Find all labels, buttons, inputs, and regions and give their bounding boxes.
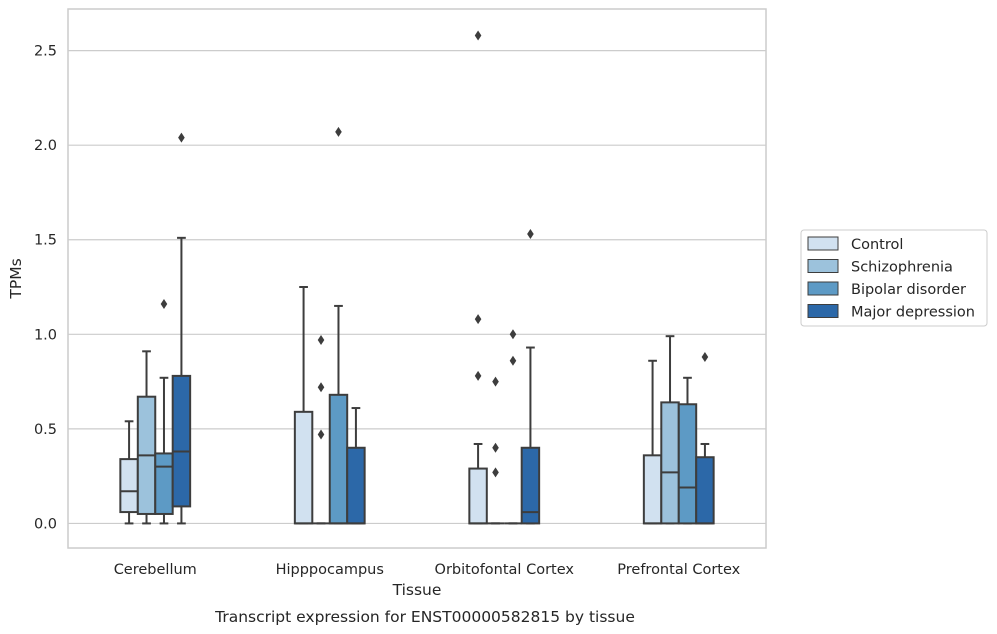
y-axis-title: TPMs bbox=[7, 258, 25, 299]
box-major-depression bbox=[520, 229, 541, 525]
outlier-point bbox=[527, 229, 534, 240]
legend-swatch bbox=[807, 281, 839, 296]
legend-label: Control bbox=[851, 237, 903, 253]
box-series bbox=[119, 30, 715, 525]
box-body bbox=[293, 410, 314, 525]
box-body bbox=[328, 393, 349, 525]
outlier-point bbox=[335, 126, 342, 137]
box-body bbox=[677, 403, 698, 525]
outlier-point bbox=[317, 382, 325, 393]
outlier-point bbox=[509, 329, 517, 340]
box-control bbox=[119, 420, 139, 525]
box-body bbox=[468, 467, 488, 525]
box-body bbox=[660, 401, 680, 525]
y-tick-label: 1.5 bbox=[34, 233, 57, 249]
box-major-depression bbox=[695, 351, 715, 525]
box-schizophrenia bbox=[486, 376, 505, 525]
y-tick-labels: 0.0 0.5 1.0 1.5 2.0 2.5 bbox=[34, 44, 57, 533]
box-control bbox=[468, 30, 488, 525]
outlier-point bbox=[178, 132, 185, 143]
legend-swatch bbox=[807, 304, 839, 318]
outlier-point bbox=[492, 442, 499, 453]
outlier-point bbox=[474, 314, 482, 325]
box-bipolar-disorder bbox=[504, 329, 522, 525]
box-bipolar-disorder bbox=[328, 126, 349, 525]
legend-label: Bipolar disorder bbox=[851, 282, 966, 298]
outlier-point bbox=[492, 467, 499, 478]
x-axis-title: Tissue bbox=[392, 581, 442, 599]
box-major-depression bbox=[171, 132, 192, 525]
legend-swatch bbox=[807, 236, 839, 251]
box-body bbox=[695, 456, 715, 525]
y-tick-label: 0.5 bbox=[34, 422, 57, 438]
legend-label: Schizophrenia bbox=[851, 260, 953, 276]
plot-frame bbox=[67, 8, 767, 549]
outlier-point bbox=[474, 30, 482, 41]
outlier-point bbox=[509, 355, 517, 366]
x-tick-label: Prefrontal Cortex bbox=[617, 562, 740, 578]
box-body bbox=[171, 374, 192, 508]
outlier-point bbox=[492, 376, 499, 387]
outlier-point bbox=[701, 351, 709, 362]
box-bipolar-disorder bbox=[154, 299, 174, 525]
x-tick-label: Cerebellum bbox=[114, 562, 197, 578]
box-schizophrenia bbox=[136, 350, 157, 525]
outlier-point bbox=[474, 370, 482, 381]
box-bipolar-disorder bbox=[677, 376, 698, 525]
legend: Control Schizophrenia Bipolar disorder Majo… bbox=[800, 229, 988, 327]
y-tick-label: 1.0 bbox=[34, 327, 57, 343]
outlier-point bbox=[317, 429, 325, 440]
x-tick-label: Hipppocampus bbox=[276, 562, 384, 578]
x-tick-label: Orbitofontal Cortex bbox=[435, 562, 575, 578]
legend-label: Major depression bbox=[851, 305, 975, 321]
box-body bbox=[642, 454, 663, 525]
box-control bbox=[293, 286, 314, 525]
y-tick-label: 2.0 bbox=[34, 138, 57, 154]
box-body bbox=[119, 458, 139, 514]
box-schizophrenia bbox=[312, 334, 330, 525]
y-tick-label: 0.0 bbox=[34, 516, 57, 532]
x-tick-labels: Cerebellum Hipppocampus Orbitofontal Corte… bbox=[114, 562, 741, 578]
legend-frame bbox=[800, 229, 988, 327]
chart-caption: Transcript expression for ENST0000058281… bbox=[214, 608, 635, 626]
y-tick-label: 2.5 bbox=[34, 44, 57, 60]
box-body bbox=[520, 446, 541, 525]
outlier-point bbox=[160, 299, 168, 310]
legend-swatch bbox=[807, 259, 839, 273]
box-body bbox=[346, 446, 366, 525]
box-major-depression bbox=[346, 407, 366, 525]
outlier-point bbox=[317, 334, 325, 345]
box-schizophrenia bbox=[660, 335, 680, 525]
box-body bbox=[154, 452, 174, 515]
box-control bbox=[642, 359, 663, 525]
